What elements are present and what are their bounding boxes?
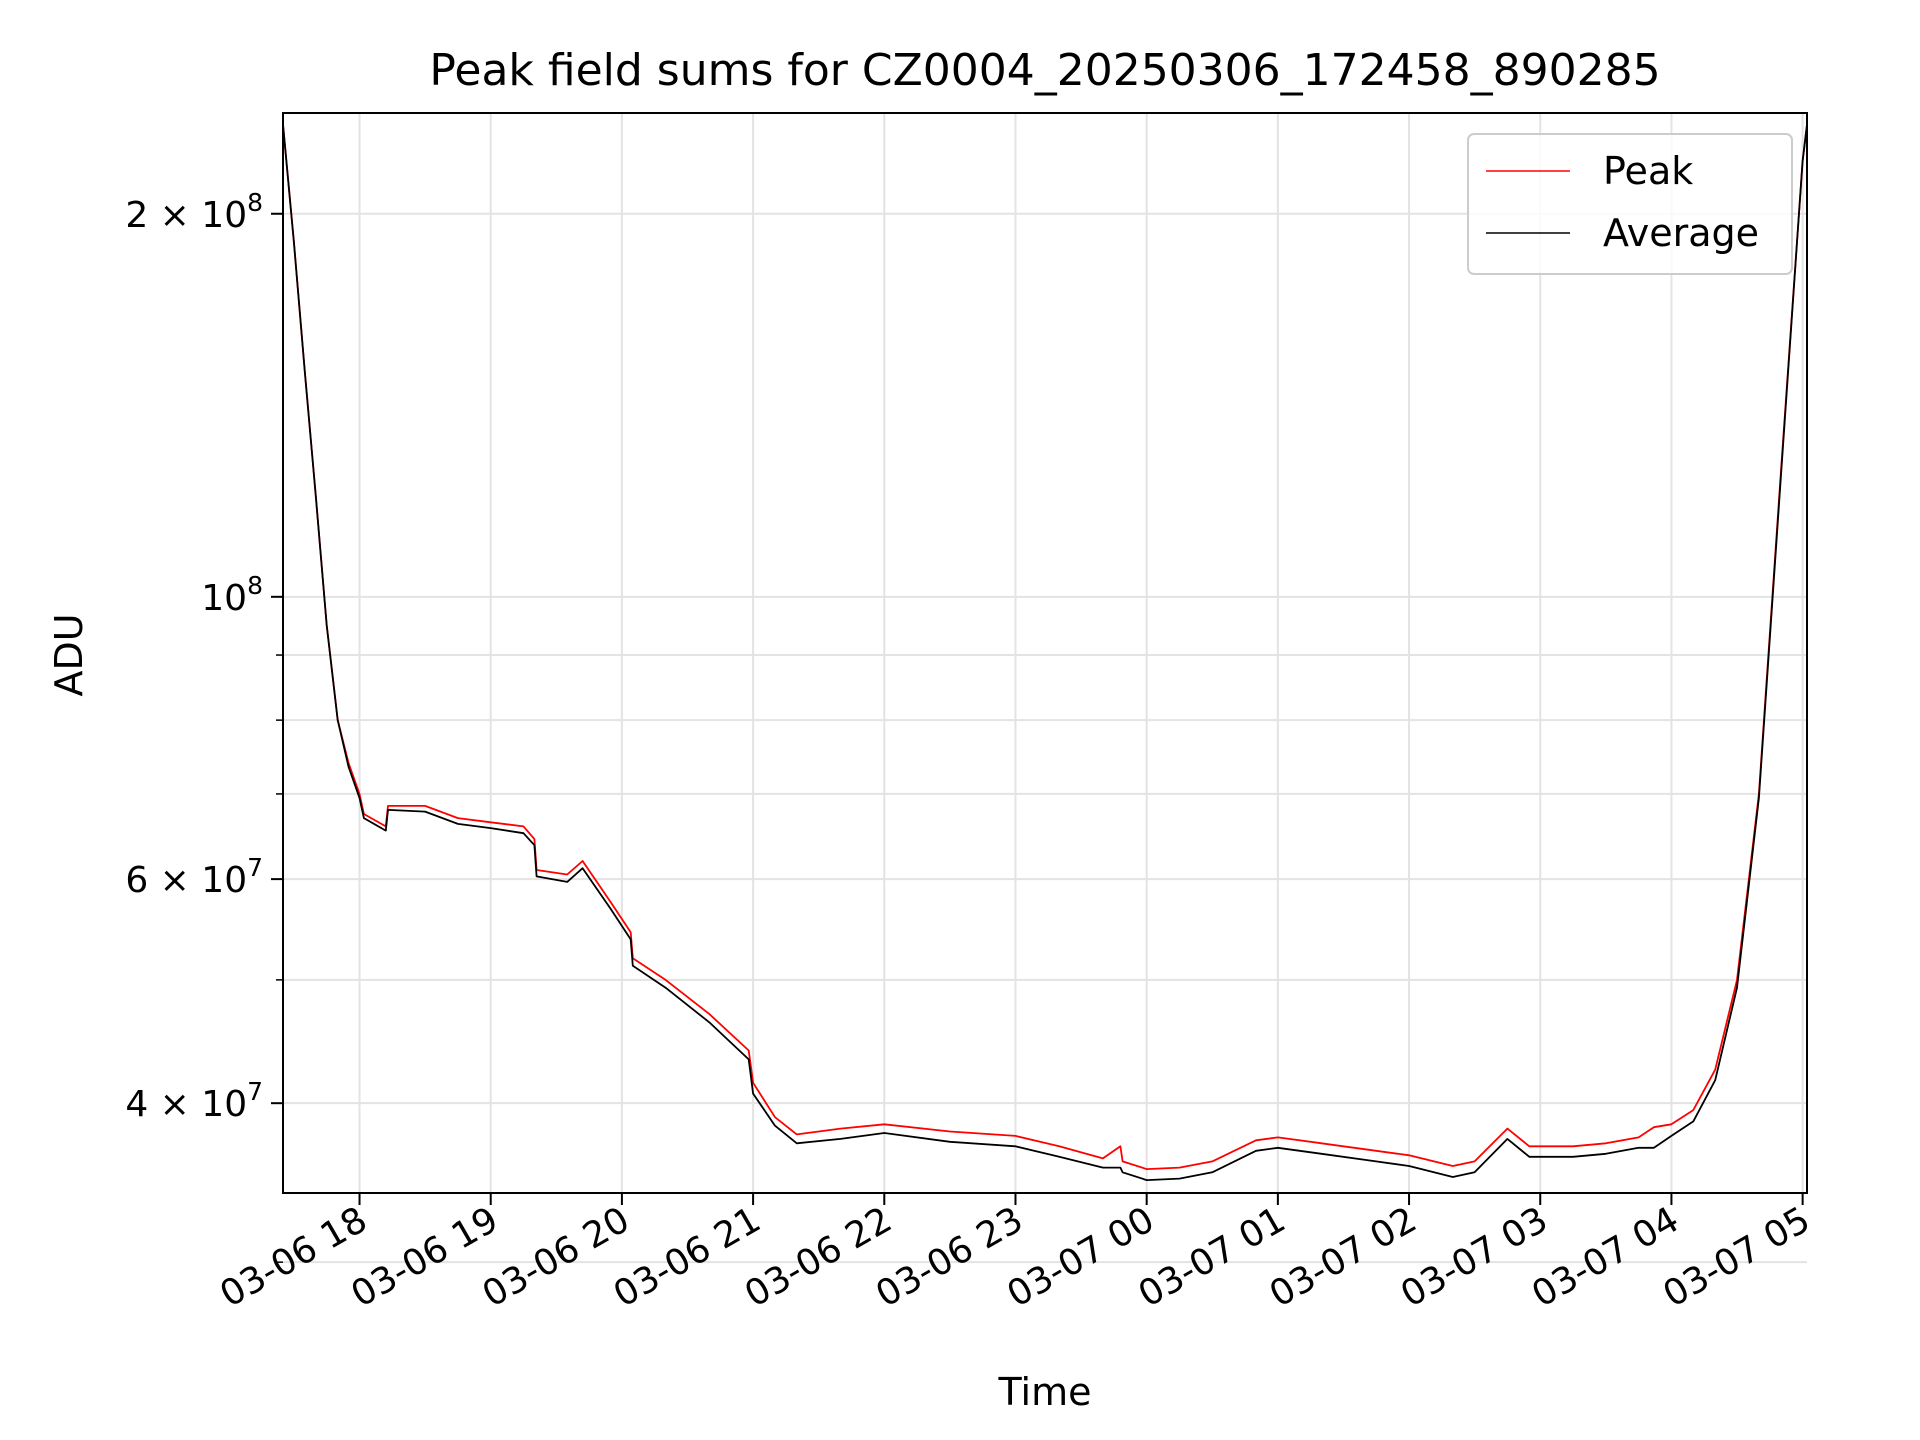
- series-layer: [282, 124, 1808, 1181]
- x-axis-label: Time: [998, 1370, 1092, 1414]
- x-tick-label: 03-07 00: [1000, 1199, 1161, 1315]
- y-tick-label: 4 × 107: [125, 1077, 263, 1125]
- y-tick-exponent: 8: [247, 188, 263, 217]
- series-line-average: [282, 124, 1808, 1181]
- x-tick-label: 03-06 21: [607, 1199, 768, 1315]
- x-tick-label: 03-07 03: [1394, 1199, 1555, 1315]
- legend: Peak Average: [1467, 133, 1793, 275]
- legend-label-average: Average: [1603, 211, 1759, 255]
- x-tick-label: 03-06 18: [213, 1199, 374, 1315]
- y-tick-mantissa: 6 × 10: [125, 860, 247, 901]
- y-tick-exponent: 7: [247, 1077, 263, 1106]
- x-tick-label: 03-07 04: [1525, 1199, 1686, 1315]
- x-tick-label: 03-07 05: [1656, 1199, 1817, 1315]
- x-tick-label: 03-07 02: [1263, 1199, 1424, 1315]
- grid: [283, 113, 1807, 1264]
- x-tick-label: 03-06 19: [345, 1199, 506, 1315]
- y-tick-mantissa: 2 × 10: [125, 195, 247, 236]
- plot-area-frame: [282, 112, 1808, 1194]
- legend-box: [1467, 133, 1793, 275]
- y-tick-mantissa: 10: [201, 578, 247, 619]
- x-tick-label: 03-06 20: [476, 1199, 637, 1315]
- legend-label-peak: Peak: [1603, 149, 1693, 193]
- x-tick-label: 03-06 23: [869, 1199, 1030, 1315]
- series-line-peak: [282, 124, 1808, 1170]
- y-tick-exponent: 7: [247, 853, 263, 882]
- chart-title: Peak field sums for CZ0004_20250306_1724…: [429, 45, 1660, 96]
- y-tick-exponent: 8: [247, 571, 263, 600]
- y-tick-label: 2 × 108: [125, 188, 263, 236]
- x-tick-label: 03-06 22: [738, 1199, 899, 1315]
- x-tick-label: 03-07 01: [1132, 1199, 1293, 1315]
- y-tick-label: 6 × 107: [125, 853, 263, 901]
- y-axis-label: ADU: [47, 613, 91, 696]
- y-tick-mantissa: 4 × 10: [125, 1084, 247, 1125]
- y-tick-label: 108: [201, 571, 263, 619]
